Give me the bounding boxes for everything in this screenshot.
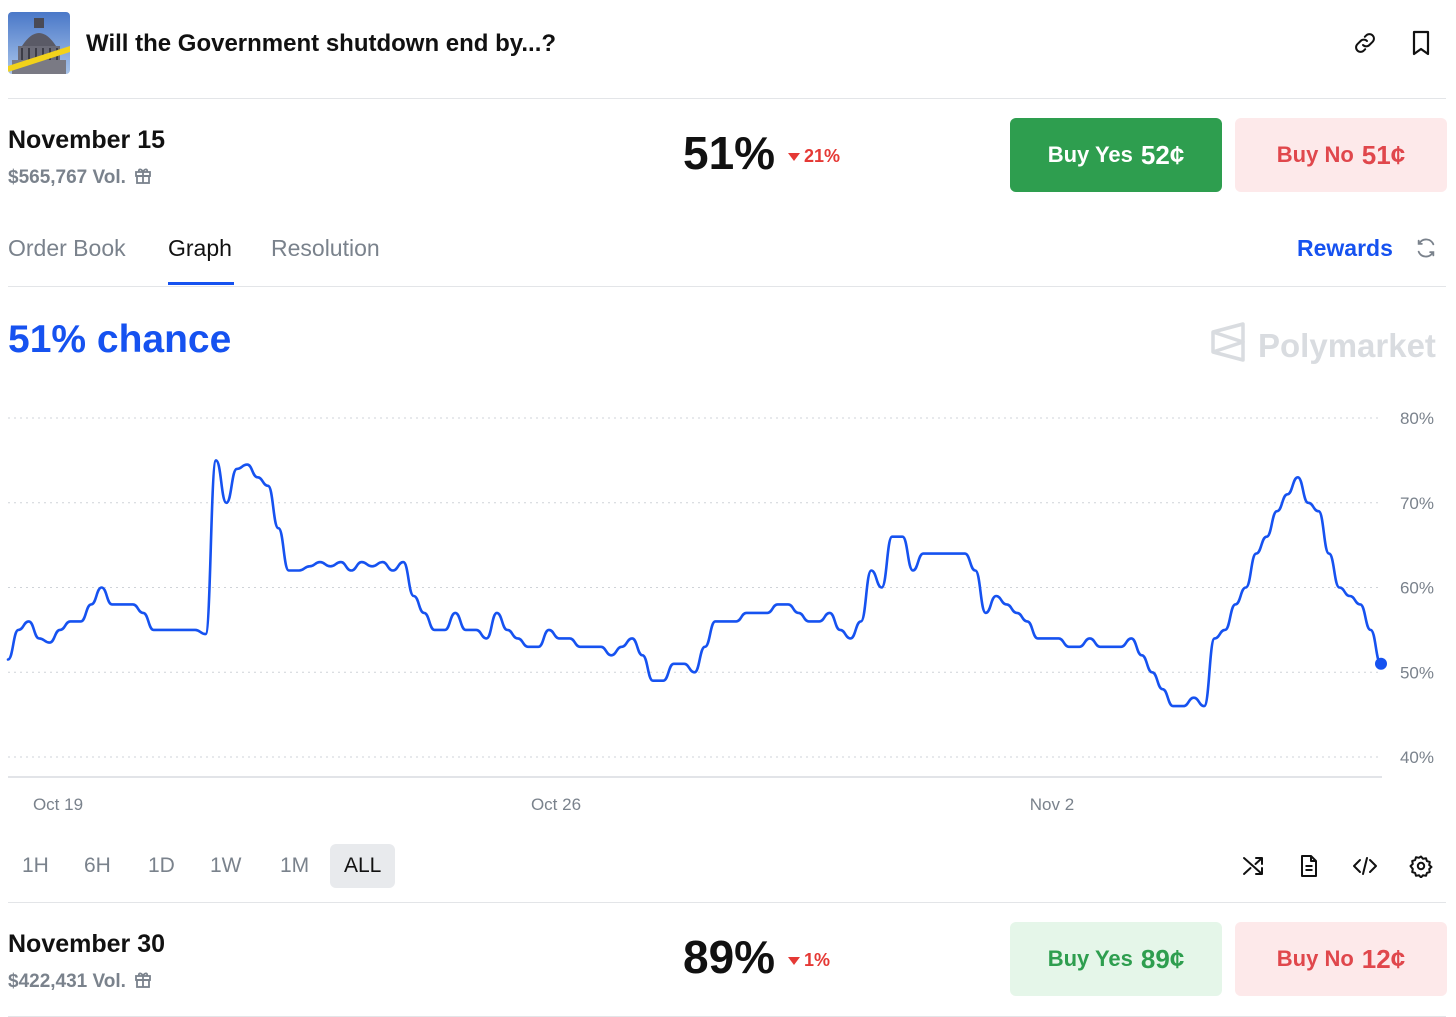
market-row-november-30: November 30 $422,431 Vol. 89% 1% Buy Yes… [8, 922, 1447, 998]
buy-yes-label: Buy Yes [1047, 142, 1133, 167]
market-date: November 30 [8, 930, 166, 958]
range-1m[interactable]: 1M [280, 854, 310, 877]
x-tick-label: Oct 19 [33, 795, 83, 814]
active-tab-indicator [168, 282, 234, 285]
polymarket-watermark: Polymarket [1210, 322, 1436, 370]
document-icon[interactable] [1293, 850, 1325, 882]
y-tick-label: 60% [1400, 579, 1434, 598]
market-volume: $565,767 Vol. [8, 166, 152, 190]
market-header: Will the Government shutdown end by...? [8, 12, 1446, 76]
market-percent: 89% [683, 931, 776, 983]
market-row-november-15: November 15 $565,767 Vol. 51% 21% Buy Ye… [8, 118, 1447, 194]
buy-no-label: Buy No [1276, 946, 1354, 971]
chance-label: 51% chance [8, 318, 232, 361]
buy-no-price: 51¢ [1361, 139, 1406, 170]
tab-resolution[interactable]: Resolution [271, 235, 380, 261]
refresh-icon[interactable] [1412, 234, 1440, 262]
bookmark-icon[interactable] [1406, 28, 1436, 58]
tab-graph[interactable]: Graph [168, 235, 232, 261]
x-tick-label: Oct 26 [531, 795, 581, 814]
market-title: Will the Government shutdown end by...? [86, 30, 557, 57]
range-1w[interactable]: 1W [210, 854, 242, 877]
header-divider [8, 98, 1446, 99]
y-tick-label: 80% [1400, 409, 1434, 428]
volume-text: $565,767 Vol. [8, 167, 126, 188]
buy-no-label: Buy No [1276, 142, 1354, 167]
buy-yes-button[interactable]: Buy Yes 89¢ [1010, 922, 1222, 996]
range-1d[interactable]: 1D [148, 854, 175, 877]
gift-icon [134, 970, 152, 994]
tabs-divider [8, 286, 1446, 287]
link-icon[interactable] [1350, 28, 1380, 58]
range-all[interactable]: ALL [330, 844, 396, 888]
capitol-thumbnail [8, 12, 70, 74]
brand-text: Polymarket [1258, 327, 1436, 364]
last-price-dot [1375, 657, 1387, 670]
range-1h[interactable]: 1H [22, 854, 49, 877]
y-tick-label: 40% [1400, 748, 1434, 767]
buy-yes-button[interactable]: Buy Yes 52¢ [1010, 118, 1222, 192]
rewards-link[interactable]: Rewards [1297, 235, 1393, 261]
y-tick-label: 70% [1400, 494, 1434, 513]
tab-order-book[interactable]: Order Book [8, 235, 126, 261]
down-triangle-icon [788, 950, 800, 971]
buy-no-price: 12¢ [1361, 943, 1406, 974]
buy-no-button[interactable]: Buy No 12¢ [1235, 922, 1447, 996]
polymarket-logo-icon [1210, 322, 1246, 370]
price-series-line [6, 459, 1383, 708]
x-tick-label: Nov 2 [1030, 795, 1074, 814]
gift-icon [134, 166, 152, 190]
buy-yes-price: 89¢ [1140, 943, 1185, 974]
market-date: November 15 [8, 126, 166, 154]
buy-yes-price: 52¢ [1140, 139, 1185, 170]
price-chart[interactable]: 40% 50% 60% 70% 80% Oct 19 Oct 26 Nov 2 [0, 395, 1456, 830]
market-change: 21% [788, 146, 840, 167]
section-divider [8, 902, 1446, 903]
market-change: 1% [788, 950, 830, 971]
volume-text: $422,431 Vol. [8, 971, 126, 992]
embed-code-icon[interactable] [1349, 850, 1381, 882]
market-volume: $422,431 Vol. [8, 970, 152, 994]
y-tick-label: 50% [1400, 663, 1434, 682]
settings-gear-icon[interactable] [1405, 850, 1437, 882]
range-6h[interactable]: 6H [84, 854, 111, 877]
change-value: 21% [804, 146, 841, 166]
buy-no-button[interactable]: Buy No 51¢ [1235, 118, 1447, 192]
shuffle-icon[interactable] [1237, 850, 1269, 882]
buy-yes-label: Buy Yes [1047, 946, 1133, 971]
market-percent: 51% [683, 127, 776, 179]
change-value: 1% [804, 950, 831, 970]
down-triangle-icon [788, 146, 800, 167]
chart-grid [8, 417, 1382, 758]
detail-tabs: Order Book Graph Resolution Rewards [8, 232, 1446, 288]
